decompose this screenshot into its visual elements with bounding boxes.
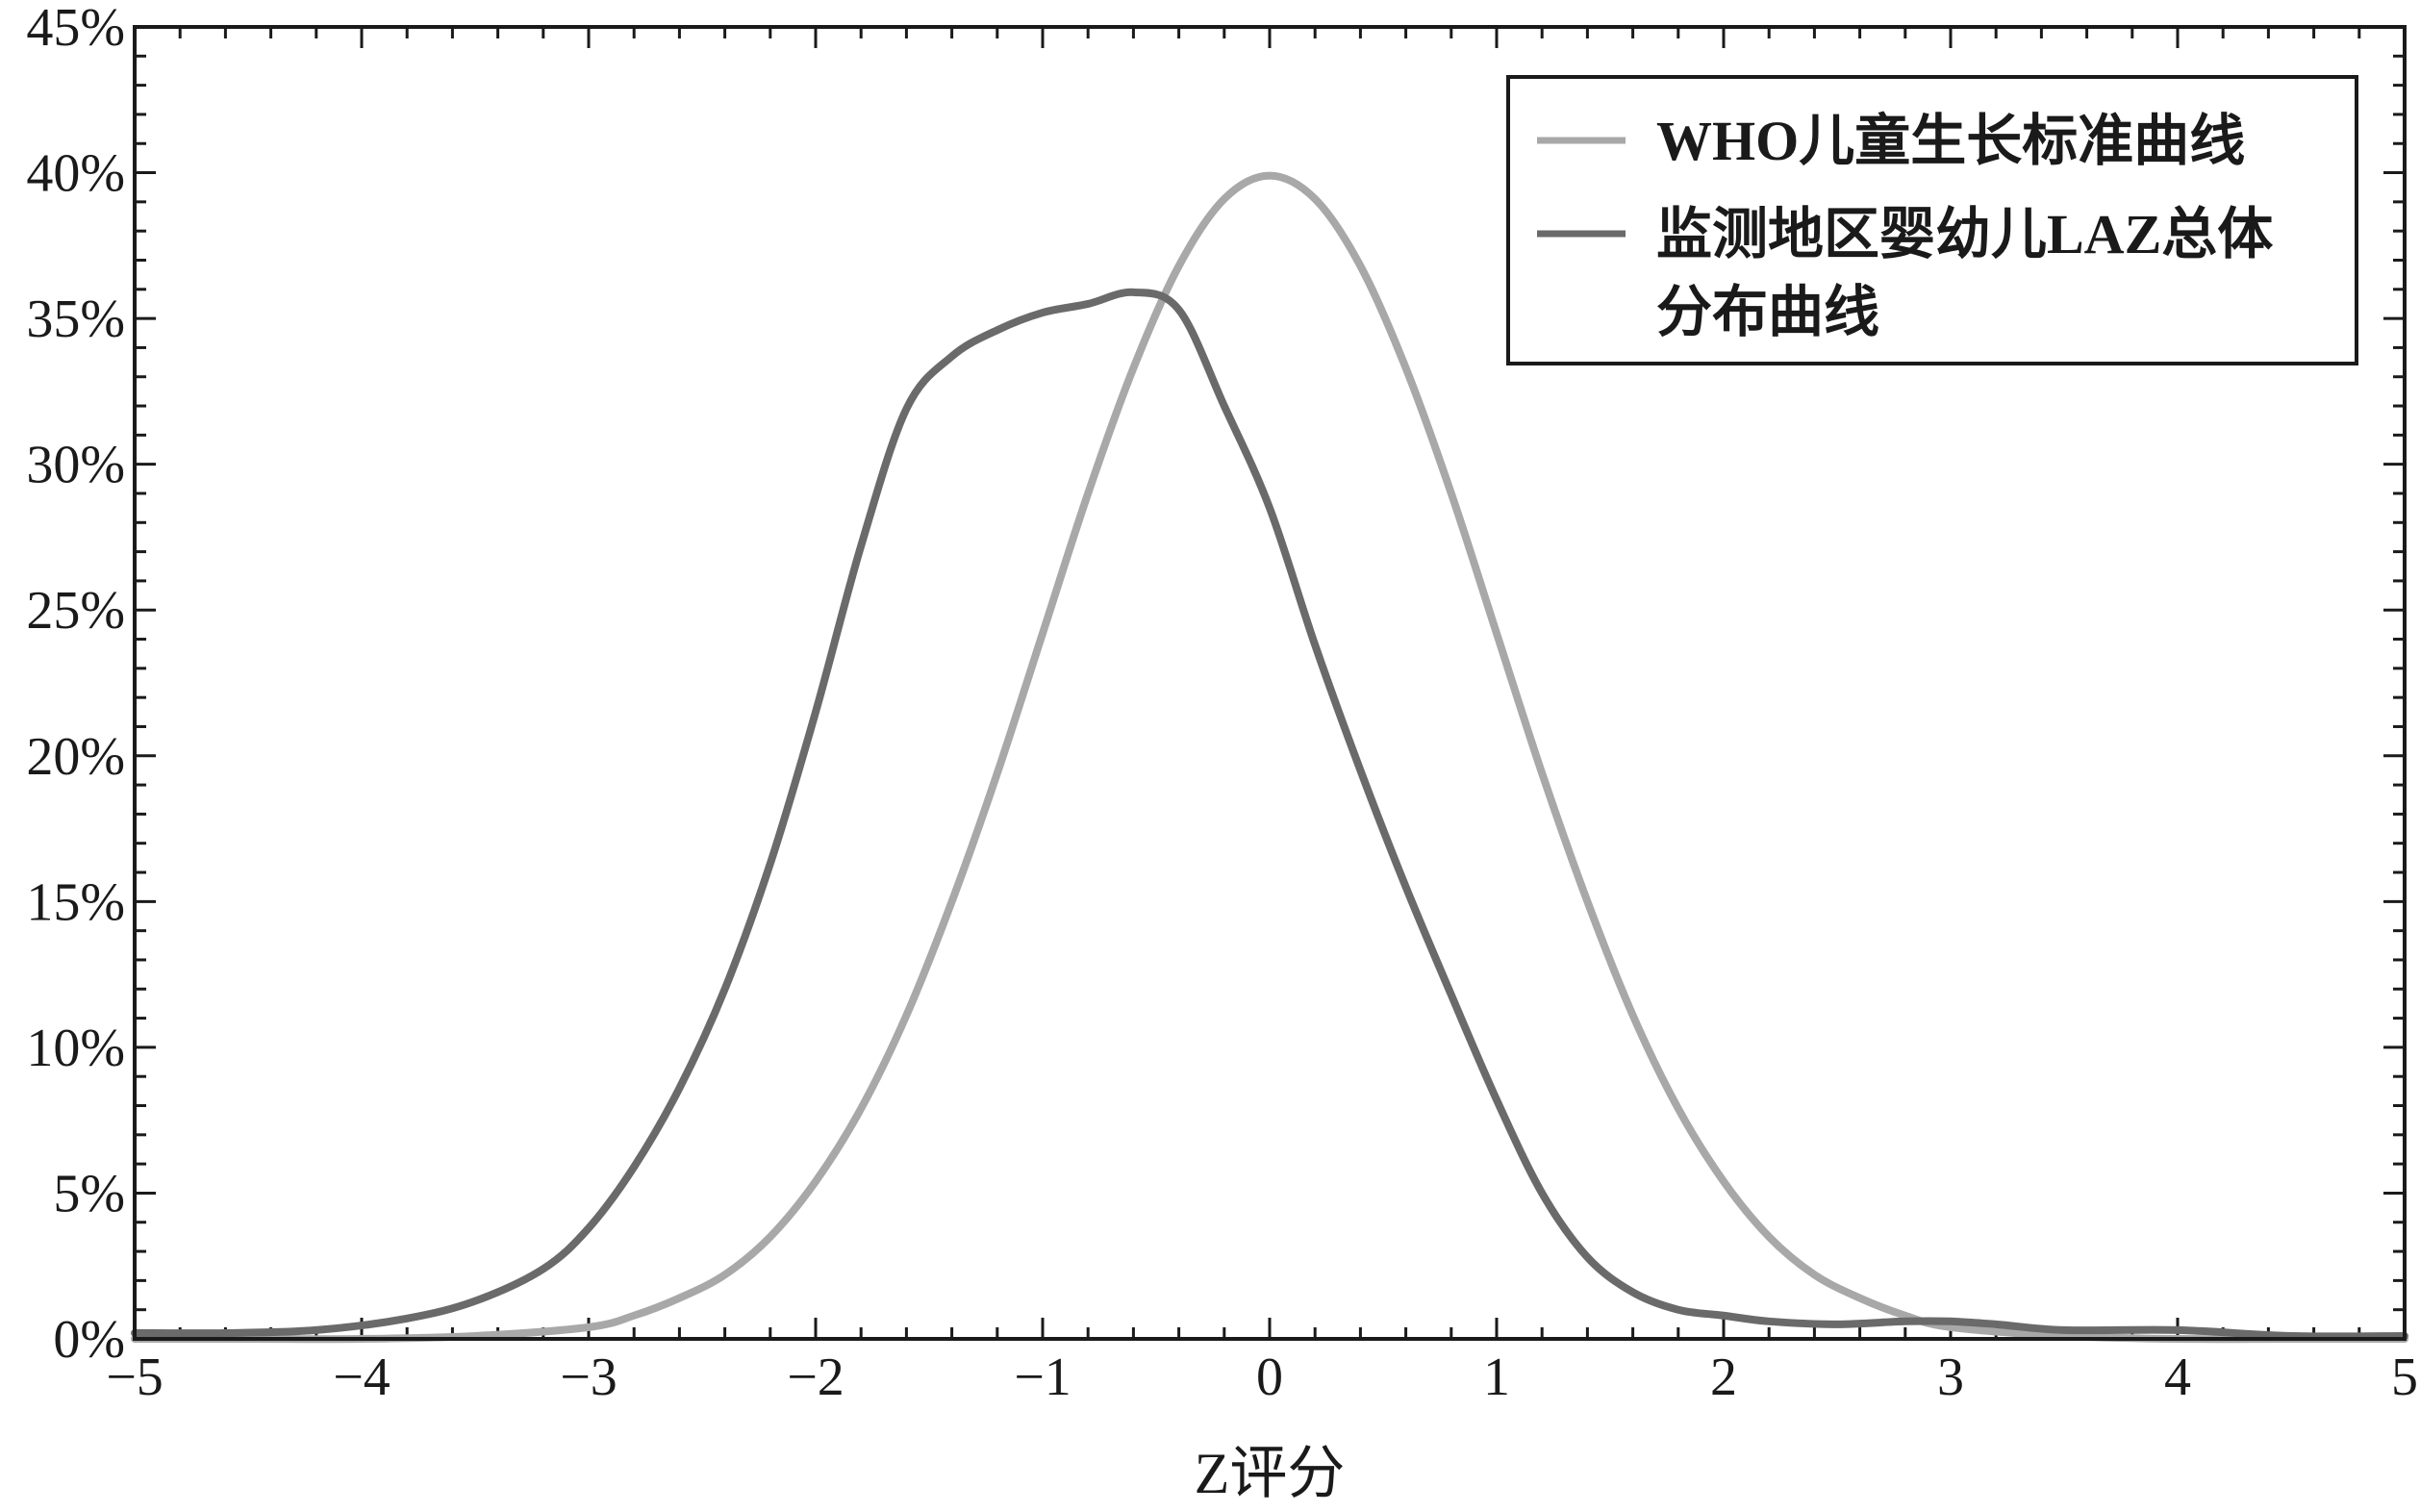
x-tick-label: 4 [2164,1348,2191,1407]
x-tick-label: 1 [1483,1348,1510,1407]
legend-label-laz-line2: 分布曲线 [1656,281,1879,343]
y-tick-label: 20% [26,727,125,787]
legend-box [1506,75,2358,365]
series-layer [131,171,2408,1344]
x-tick-label: 2 [1710,1348,1737,1407]
series-line-who [131,171,2408,1344]
y-tick-label: 15% [26,872,125,932]
x-tick-label: −2 [787,1348,844,1407]
legend-label-who: WHO儿童生长标准曲线 [1656,110,2245,172]
x-tick-label: −4 [333,1348,391,1407]
x-axis-title: Z评分 [1195,1442,1346,1505]
y-tick-label: 30% [26,436,125,495]
x-tick-label: 3 [1937,1348,1964,1407]
y-tick-label: 45% [26,0,125,58]
y-tick-label: 35% [26,290,125,349]
series-line-laz [131,288,2408,1341]
y-tick-label: 25% [26,581,125,641]
legend: WHO儿童生长标准曲线 监测地区婴幼儿LAZ总体 分布曲线 [1506,75,2358,365]
y-tick-label: 40% [26,144,125,204]
x-tick-label: −5 [106,1348,164,1407]
x-tick-label: −1 [1014,1348,1071,1407]
x-tick-label: 0 [1256,1348,1283,1407]
y-tick-label: 10% [26,1019,125,1078]
legend-label-laz-line1: 监测地区婴幼儿LAZ总体 [1656,203,2273,265]
tick-labels: −5 −4 −3 −2 −1 0 1 2 3 4 5 0% 5% 10% 15% 20% 25% 30% 35% 40… [26,0,2418,1407]
y-tick-label: 5% [53,1164,125,1223]
x-tick-label: −3 [560,1348,618,1407]
y-tick-label: 0% [53,1310,125,1370]
x-tick-label: 5 [2391,1348,2418,1407]
plot-frame [133,25,2407,1341]
